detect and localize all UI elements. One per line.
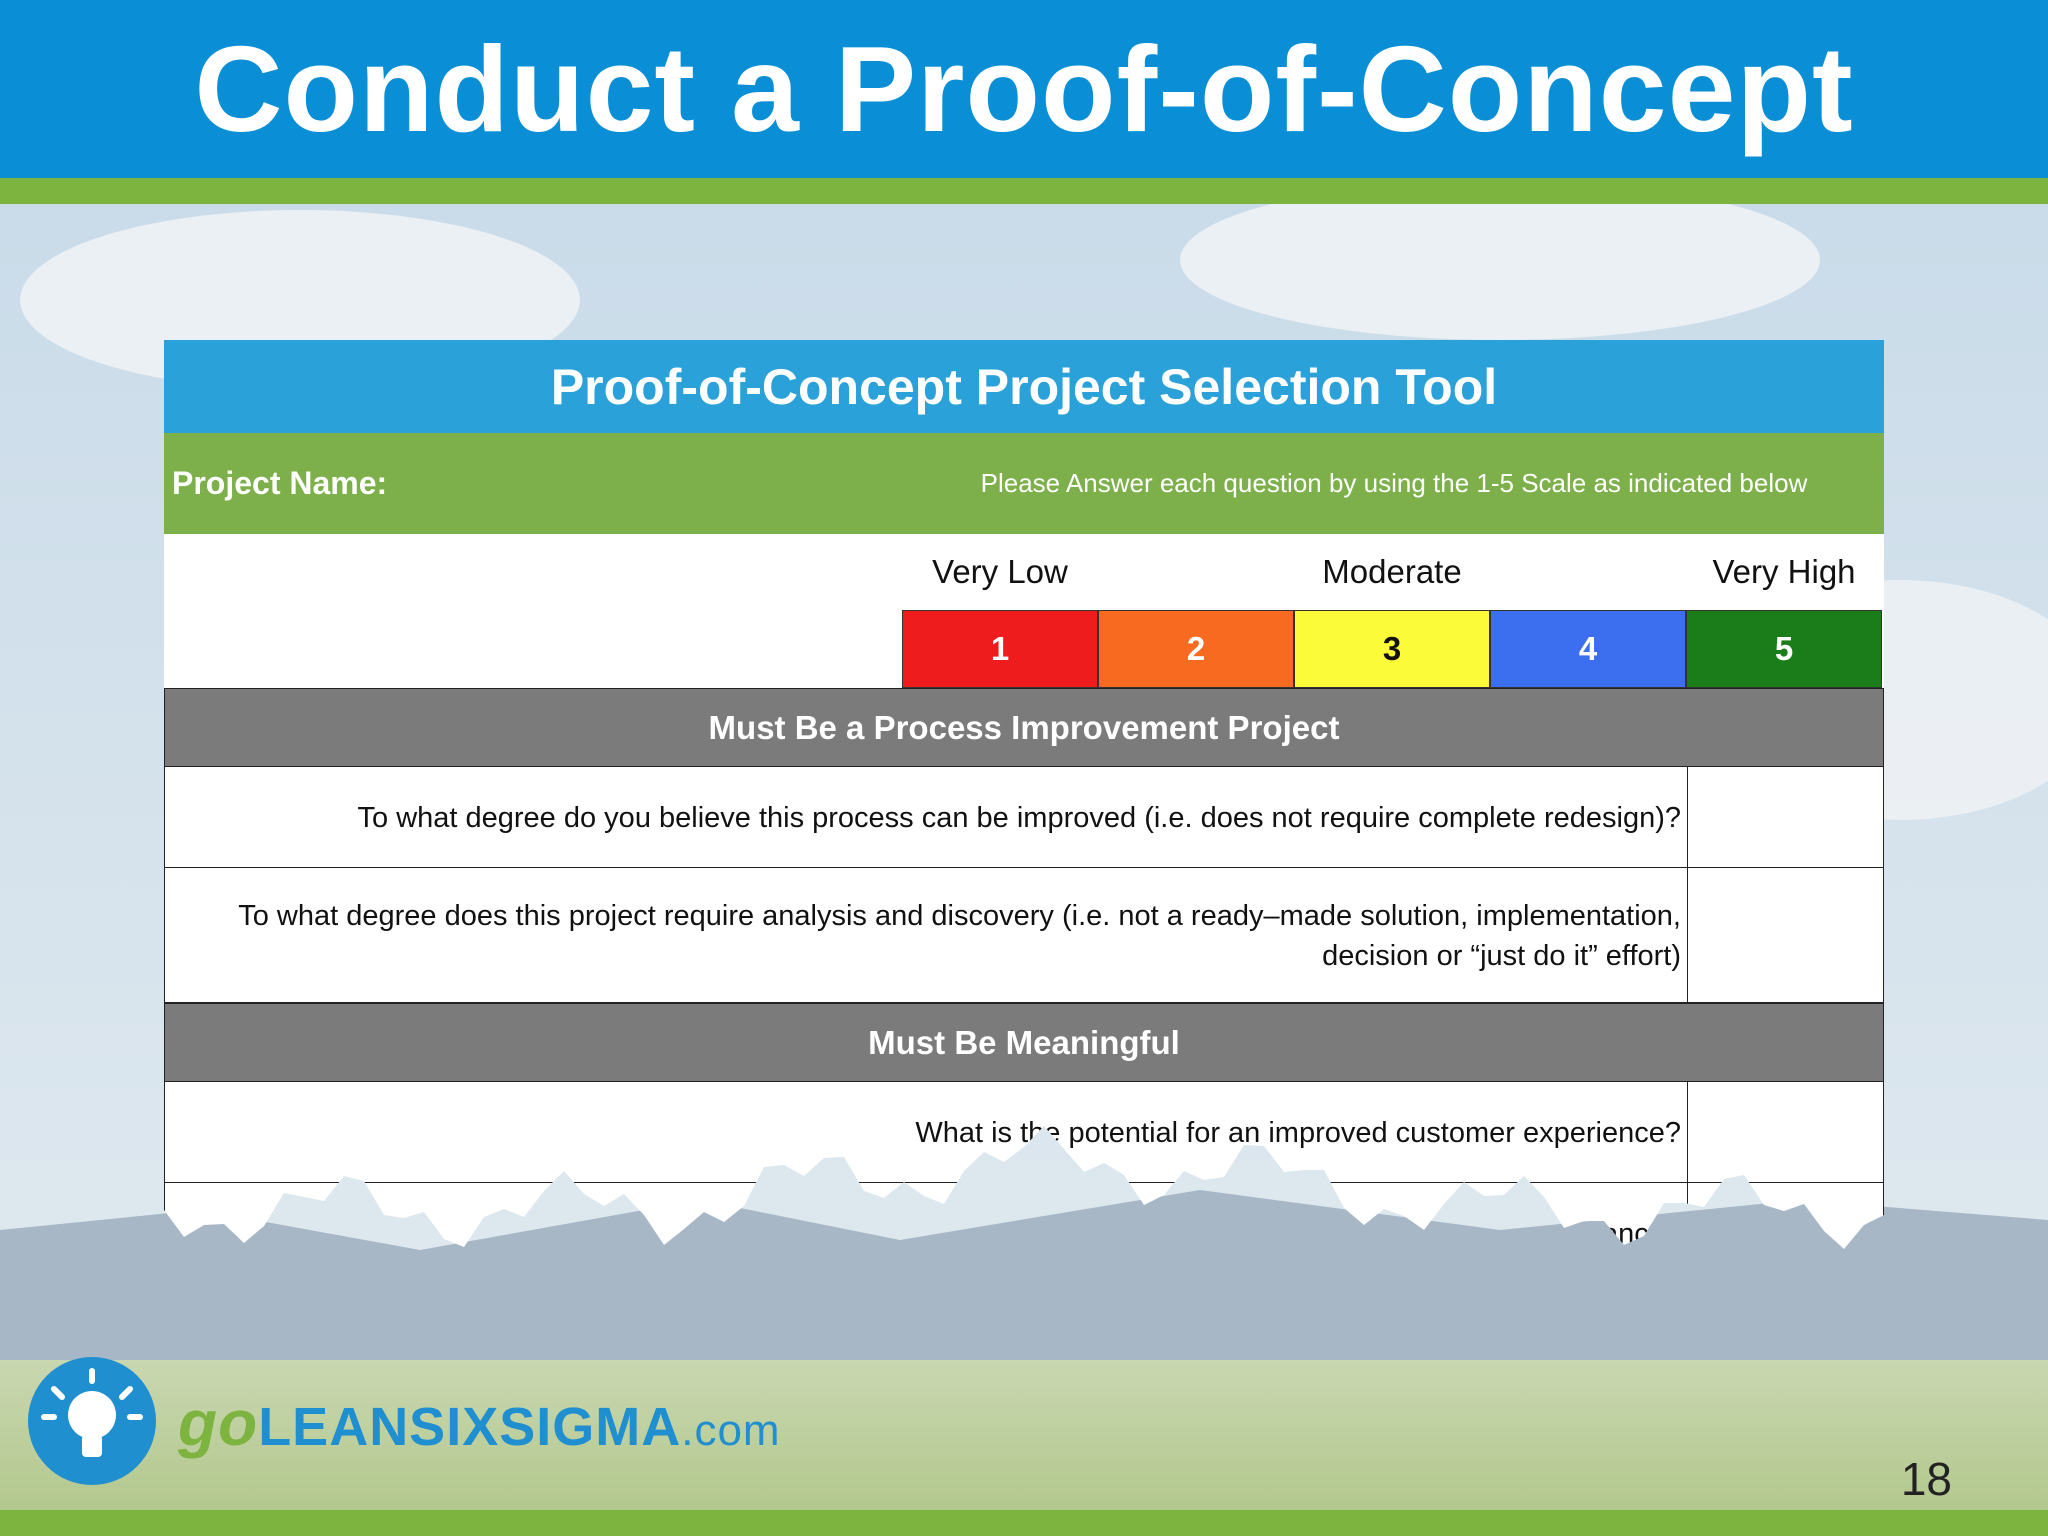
scale-box: 1 — [902, 610, 1098, 688]
answer-cell — [1687, 1082, 1884, 1183]
page-number: 18 — [1900, 1453, 1952, 1505]
tool-title: Proof-of-Concept Project Selection Tool — [164, 340, 1884, 433]
bottom-strip — [0, 1510, 2048, 1536]
logo-domain: .com — [681, 1406, 781, 1455]
scale-box: 2 — [1098, 610, 1294, 688]
logo-icon — [28, 1357, 156, 1485]
scale-box: 5 — [1686, 610, 1882, 688]
scale-box: 4 — [1490, 610, 1686, 688]
answer-cell — [1687, 767, 1884, 868]
question-row — [164, 868, 1884, 1003]
question: To what degree does this project require… — [238, 899, 1681, 972]
scale-label: Very High — [1712, 553, 1856, 590]
section-heading: Must Be Meaningful — [164, 1003, 1884, 1082]
scale-box: 3 — [1294, 610, 1490, 688]
answer-cell — [1687, 868, 1884, 1003]
scale-label: Moderate — [1322, 553, 1462, 590]
selection-tool: Proof-of-Concept Project Selection Tool P… — [164, 340, 1884, 1249]
section-heading: Must Be a Process Improvement Project — [164, 688, 1884, 767]
question-row — [164, 767, 1884, 868]
question: What is the potential for an improved cu… — [915, 1116, 1681, 1149]
scale-label: Very Low — [932, 553, 1068, 590]
project-label: Project Name: — [172, 465, 388, 501]
logo-go: go — [178, 1387, 259, 1459]
project-row — [164, 433, 1884, 534]
instructions: Please Answer each question by using the… — [980, 468, 1808, 498]
accent-strip — [0, 178, 2048, 204]
slide-title: Conduct a Proof-of-Concept — [0, 0, 2048, 178]
logo-main: LEANSIXSIGMA — [258, 1397, 682, 1457]
logo-text: goLEANSIXSIGMA.com — [178, 1386, 781, 1460]
question: To what degree do you believe this proce… — [357, 801, 1681, 834]
